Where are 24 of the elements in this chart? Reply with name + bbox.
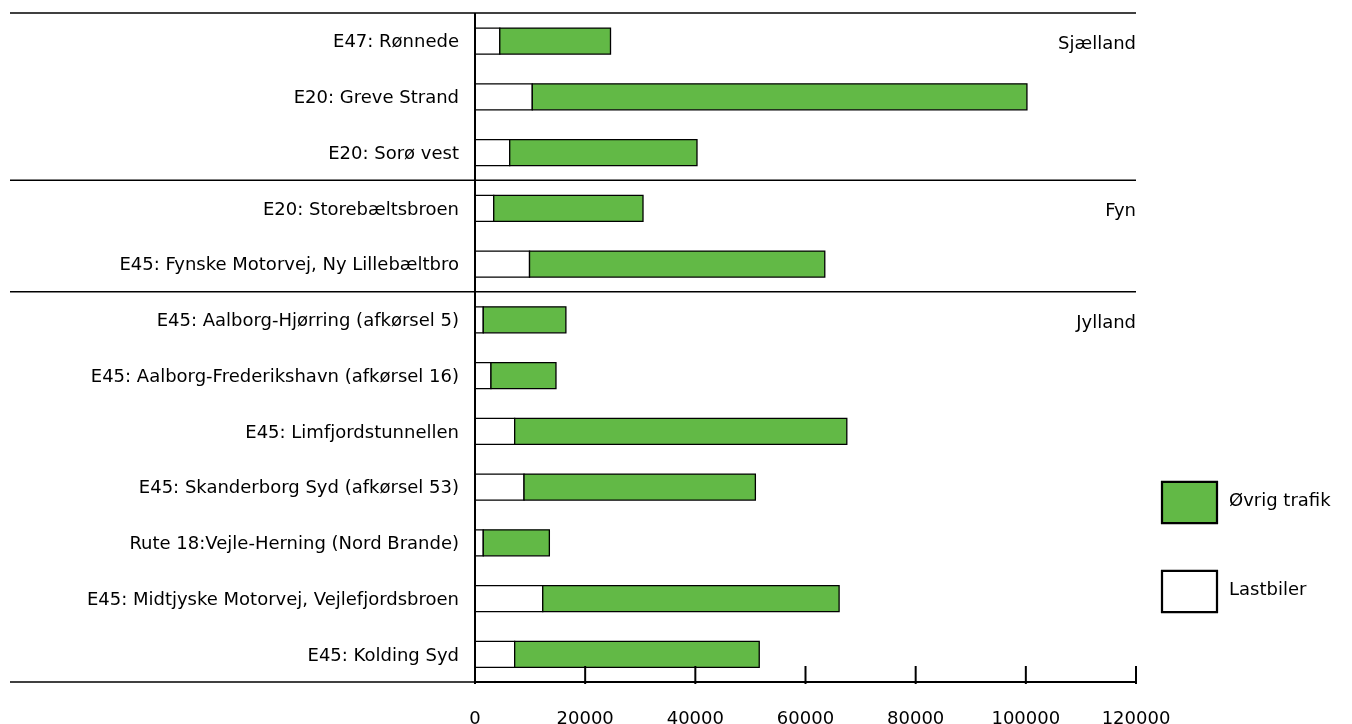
x-tick-label: 0 bbox=[469, 707, 481, 724]
x-tick-label: 100000 bbox=[991, 707, 1061, 724]
y-tick-label: E45: Kolding Syd bbox=[307, 643, 459, 665]
legend-label: Øvrig trafik bbox=[1229, 489, 1331, 511]
x-tick-label: 80000 bbox=[887, 707, 945, 724]
y-tick-label: E45: Aalborg-Hjørring (afkørsel 5) bbox=[156, 309, 459, 331]
x-tick-label: 40000 bbox=[666, 707, 724, 724]
x-tick-label: 120000 bbox=[1101, 707, 1171, 724]
annotation: Jylland bbox=[1075, 310, 1136, 332]
legend-label: Lastbiler bbox=[1229, 578, 1307, 600]
x-tick-label: 20000 bbox=[556, 707, 614, 724]
annotation: Fyn bbox=[1105, 199, 1136, 221]
y-tick-label: E20: Sorø vest bbox=[328, 141, 459, 163]
y-tick-label: E45: Skanderborg Syd (afkørsel 53) bbox=[138, 476, 459, 498]
y-tick-label: E20: Greve Strand bbox=[293, 86, 459, 108]
y-tick-label: E45: Fynske Motorvej, Ny Lillebæltbro bbox=[119, 253, 459, 275]
y-tick-label: E45: Limfjordstunnellen bbox=[245, 420, 459, 442]
y-tick-label: Rute 18:Vejle-Herning (Nord Brande) bbox=[129, 532, 459, 554]
y-tick-label: E45: Aalborg-Frederikshavn (afkørsel 16) bbox=[90, 364, 459, 386]
y-tick-label: E20: Storebæltsbroen bbox=[262, 197, 459, 219]
x-tick-label: 60000 bbox=[776, 707, 835, 724]
y-tick-label: E47: Rønnede bbox=[333, 30, 459, 52]
annotation: Sjælland bbox=[1058, 31, 1136, 53]
y-tick-label: E45: Midtjyske Motorvej, Vejlefjordsbroen bbox=[86, 587, 459, 609]
